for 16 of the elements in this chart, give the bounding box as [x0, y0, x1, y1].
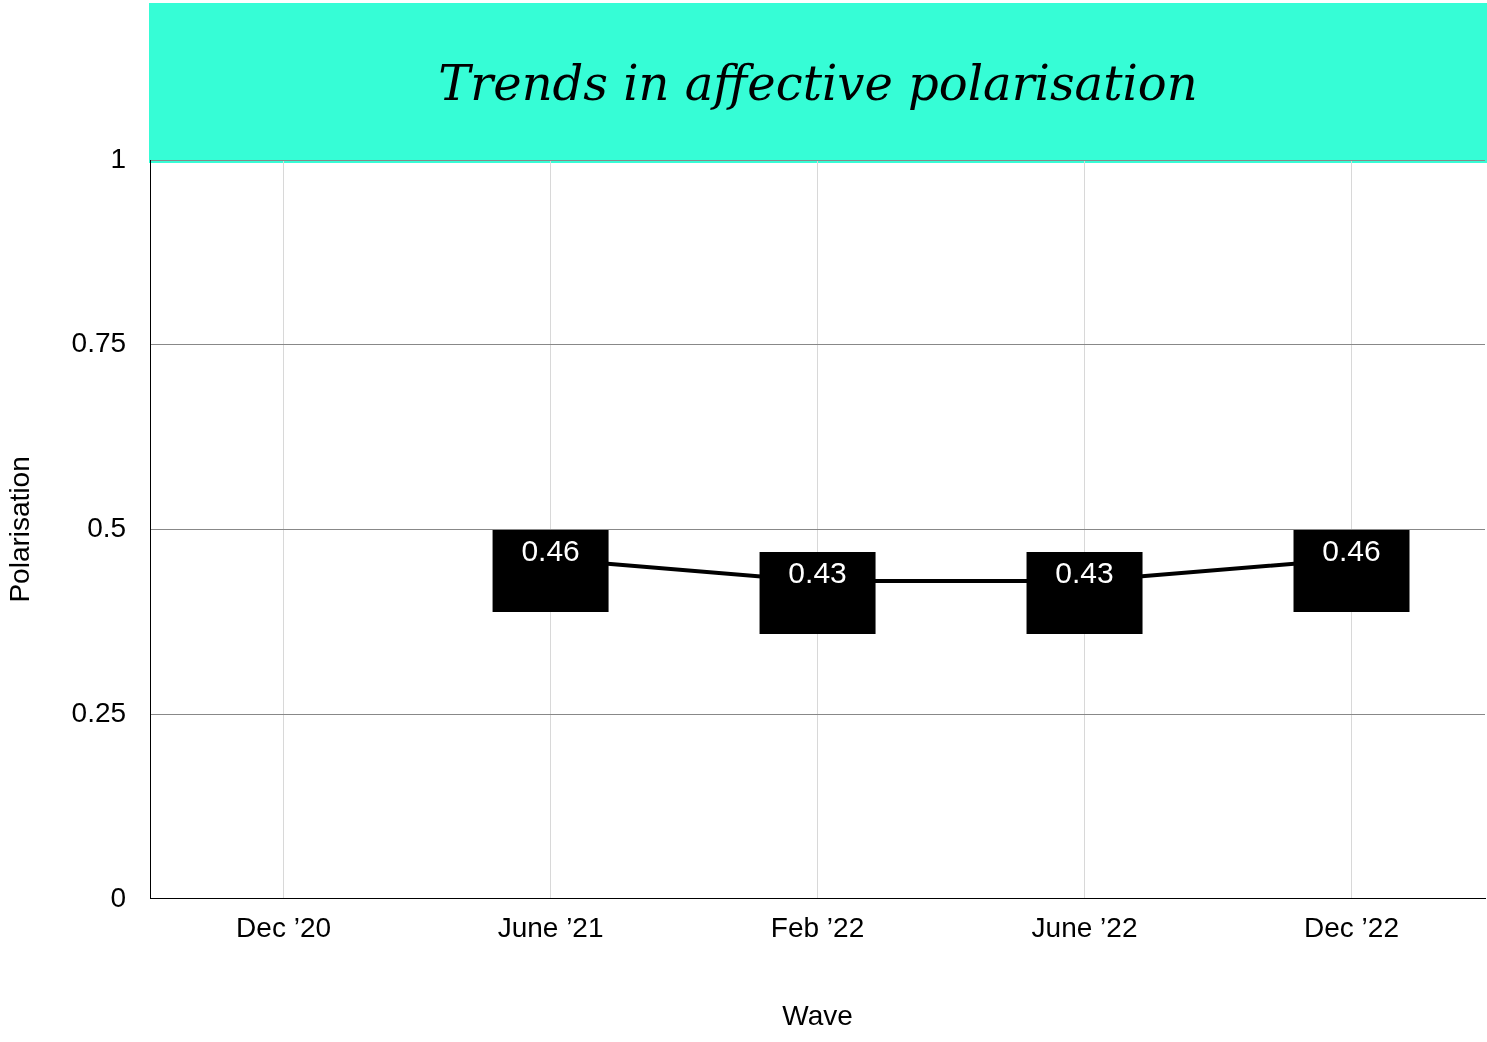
y-tick-label: 0	[110, 881, 127, 913]
x-tick-label: June ’21	[497, 912, 604, 944]
data-label: 0.46	[1322, 534, 1381, 568]
x-axis-title: Wave	[782, 999, 853, 1031]
x-tick-label: Dec ’22	[1304, 912, 1399, 944]
y-tick-label: 1	[110, 142, 127, 174]
data-label: 0.43	[788, 556, 847, 590]
y-axis-title: Polarisation	[3, 456, 35, 603]
y-tick-label: 0.5	[87, 512, 127, 544]
y-tick-label: 0.75	[71, 327, 127, 359]
data-label: 0.43	[1055, 556, 1114, 590]
x-tick-label: Feb ’22	[770, 912, 865, 944]
data-label: 0.46	[521, 534, 580, 568]
y-tick-label: 0.25	[71, 696, 127, 728]
x-tick-label: Dec ’20	[236, 912, 332, 944]
x-tick-label: June ’22	[1031, 912, 1138, 944]
